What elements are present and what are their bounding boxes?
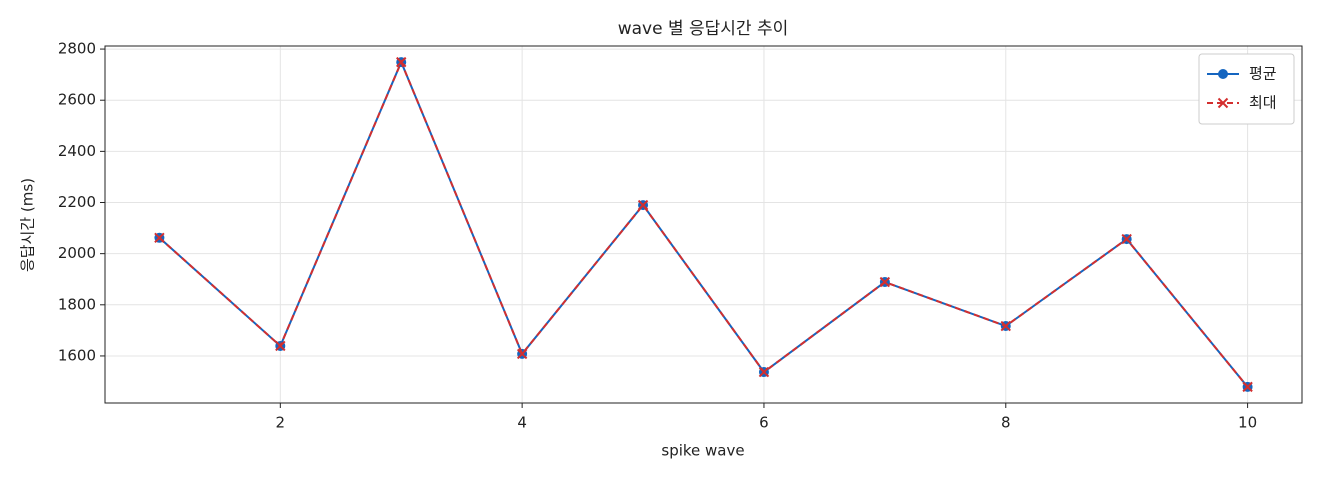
marker: [1000, 320, 1011, 332]
y-axis-label: 응답시간 (ms): [19, 178, 37, 272]
y-tick-label: 2600: [58, 91, 96, 109]
plot-frame: [104, 45, 1303, 404]
y-tick-label: 2800: [58, 40, 96, 58]
x-tick-label: 2: [276, 414, 286, 432]
marker: [154, 232, 165, 244]
x-axis-label: spike wave: [661, 442, 744, 460]
x-tick-label: 4: [517, 414, 527, 432]
y-tick-label: 2000: [58, 244, 96, 262]
legend-box: [1198, 53, 1295, 125]
legend-label: 평균: [1249, 65, 1277, 83]
chart-title: wave 별 응답시간 추이: [618, 19, 789, 39]
y-tick-label: 1600: [58, 346, 96, 364]
marker: [1242, 381, 1253, 393]
y-tick-label: 2400: [58, 142, 96, 160]
marker: [1121, 233, 1132, 245]
marker: [637, 199, 649, 211]
legend-label: 최대: [1249, 94, 1277, 112]
marker: [879, 276, 891, 288]
legend-marker: [1218, 69, 1228, 79]
y-tick-label: 2200: [58, 193, 96, 211]
y-tick-label: 1800: [58, 295, 96, 313]
series-line: [158, 59, 1249, 388]
marker: [758, 366, 770, 378]
x-tick-label: 6: [759, 414, 769, 432]
x-tick-label: 10: [1238, 414, 1257, 432]
marker: [275, 340, 286, 352]
series-line: [158, 59, 1249, 388]
x-tick-label: 8: [1001, 414, 1011, 432]
legend-marker: [1217, 97, 1229, 109]
marker: [396, 56, 407, 68]
marker: [516, 348, 528, 360]
